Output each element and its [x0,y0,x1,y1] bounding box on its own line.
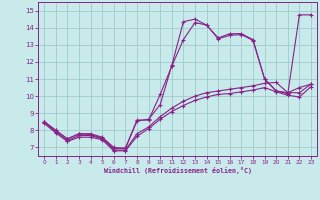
X-axis label: Windchill (Refroidissement éolien,°C): Windchill (Refroidissement éolien,°C) [104,167,252,174]
